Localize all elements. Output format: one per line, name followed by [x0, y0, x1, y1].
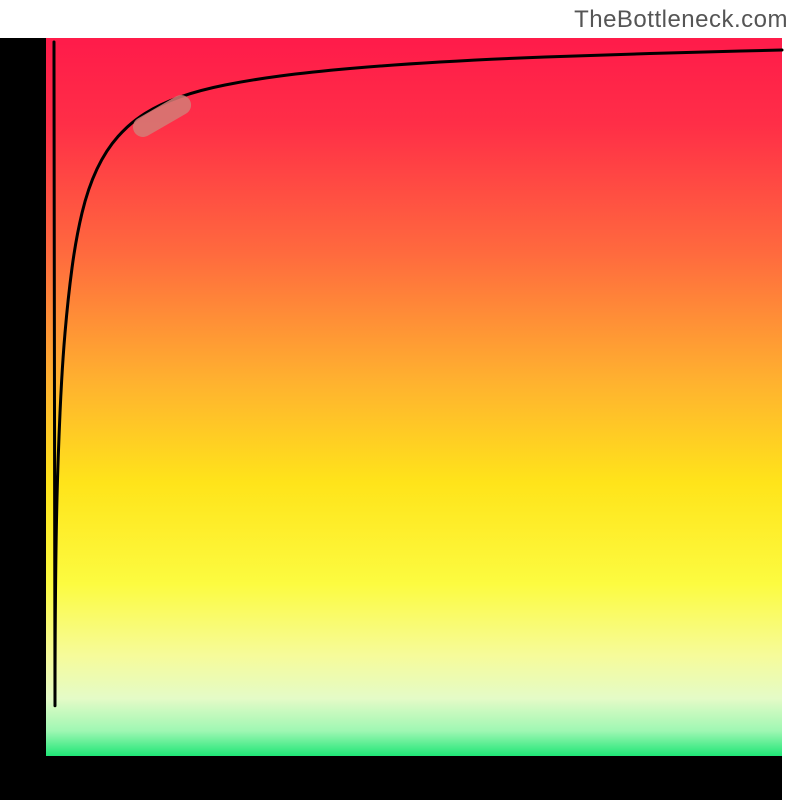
x-axis-band: [0, 756, 782, 800]
watermark-text: TheBottleneck.com: [574, 6, 788, 34]
y-axis-band: [0, 38, 46, 800]
chart-root: TheBottleneck.com: [0, 0, 800, 800]
plot-gradient-background: [40, 38, 782, 756]
